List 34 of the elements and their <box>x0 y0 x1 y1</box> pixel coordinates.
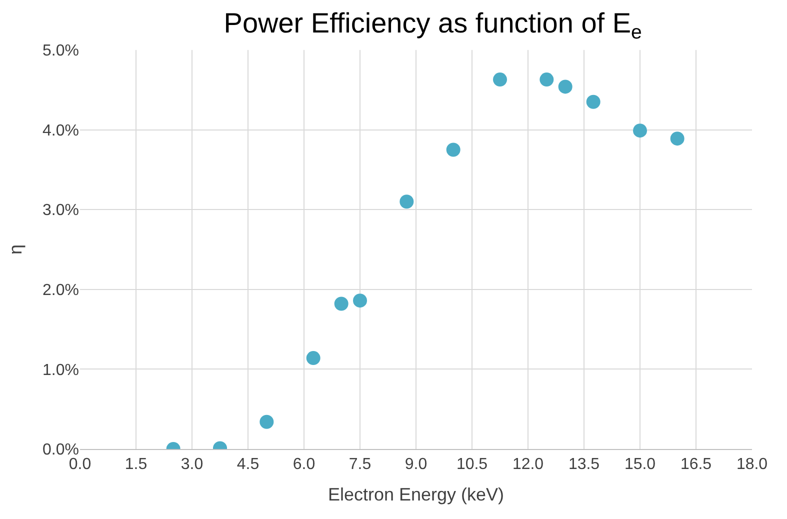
point <box>633 124 647 138</box>
x-tick-label: 13.5 <box>568 456 600 474</box>
point <box>493 72 507 87</box>
point <box>353 294 367 308</box>
x-tick-label: 12.0 <box>512 456 544 474</box>
x-tick-label: 16.5 <box>680 456 712 474</box>
y-tick-label: 4.0% <box>42 122 79 140</box>
x-tick-label: 6.0 <box>292 456 316 474</box>
x-tick-label: 9.0 <box>404 456 428 474</box>
x-tick-label: 15.0 <box>624 456 656 474</box>
point <box>334 296 348 311</box>
point <box>540 72 554 87</box>
point <box>586 94 600 109</box>
x-tick-label: 1.5 <box>124 456 148 474</box>
y-tick-label: 3.0% <box>42 202 79 220</box>
point <box>446 142 460 157</box>
point <box>260 414 274 429</box>
x-tick-label: 4.5 <box>236 456 260 474</box>
x-tick-label: 18.0 <box>736 456 768 474</box>
x-tick-label: 7.5 <box>348 456 372 474</box>
x-tick-label: 0.0 <box>68 456 92 474</box>
chart-title: Power Efficiency as function of E$_{e}$ <box>224 8 642 44</box>
y-tick-label: 2.0% <box>42 282 79 299</box>
point <box>400 194 414 209</box>
y-axis-title: η <box>6 244 26 255</box>
y-tick-label: 0.0% <box>42 442 79 459</box>
x-tick-label: 3.0 <box>180 456 204 474</box>
point <box>558 80 572 94</box>
y-tick-label: 5.0% <box>42 42 79 60</box>
point <box>670 132 684 146</box>
y-tick-label: 1.0% <box>42 362 79 379</box>
x-axis-title: Electron Energy (keV) <box>328 484 504 504</box>
x-tick-label: 10.5 <box>456 456 488 474</box>
point <box>306 351 320 366</box>
